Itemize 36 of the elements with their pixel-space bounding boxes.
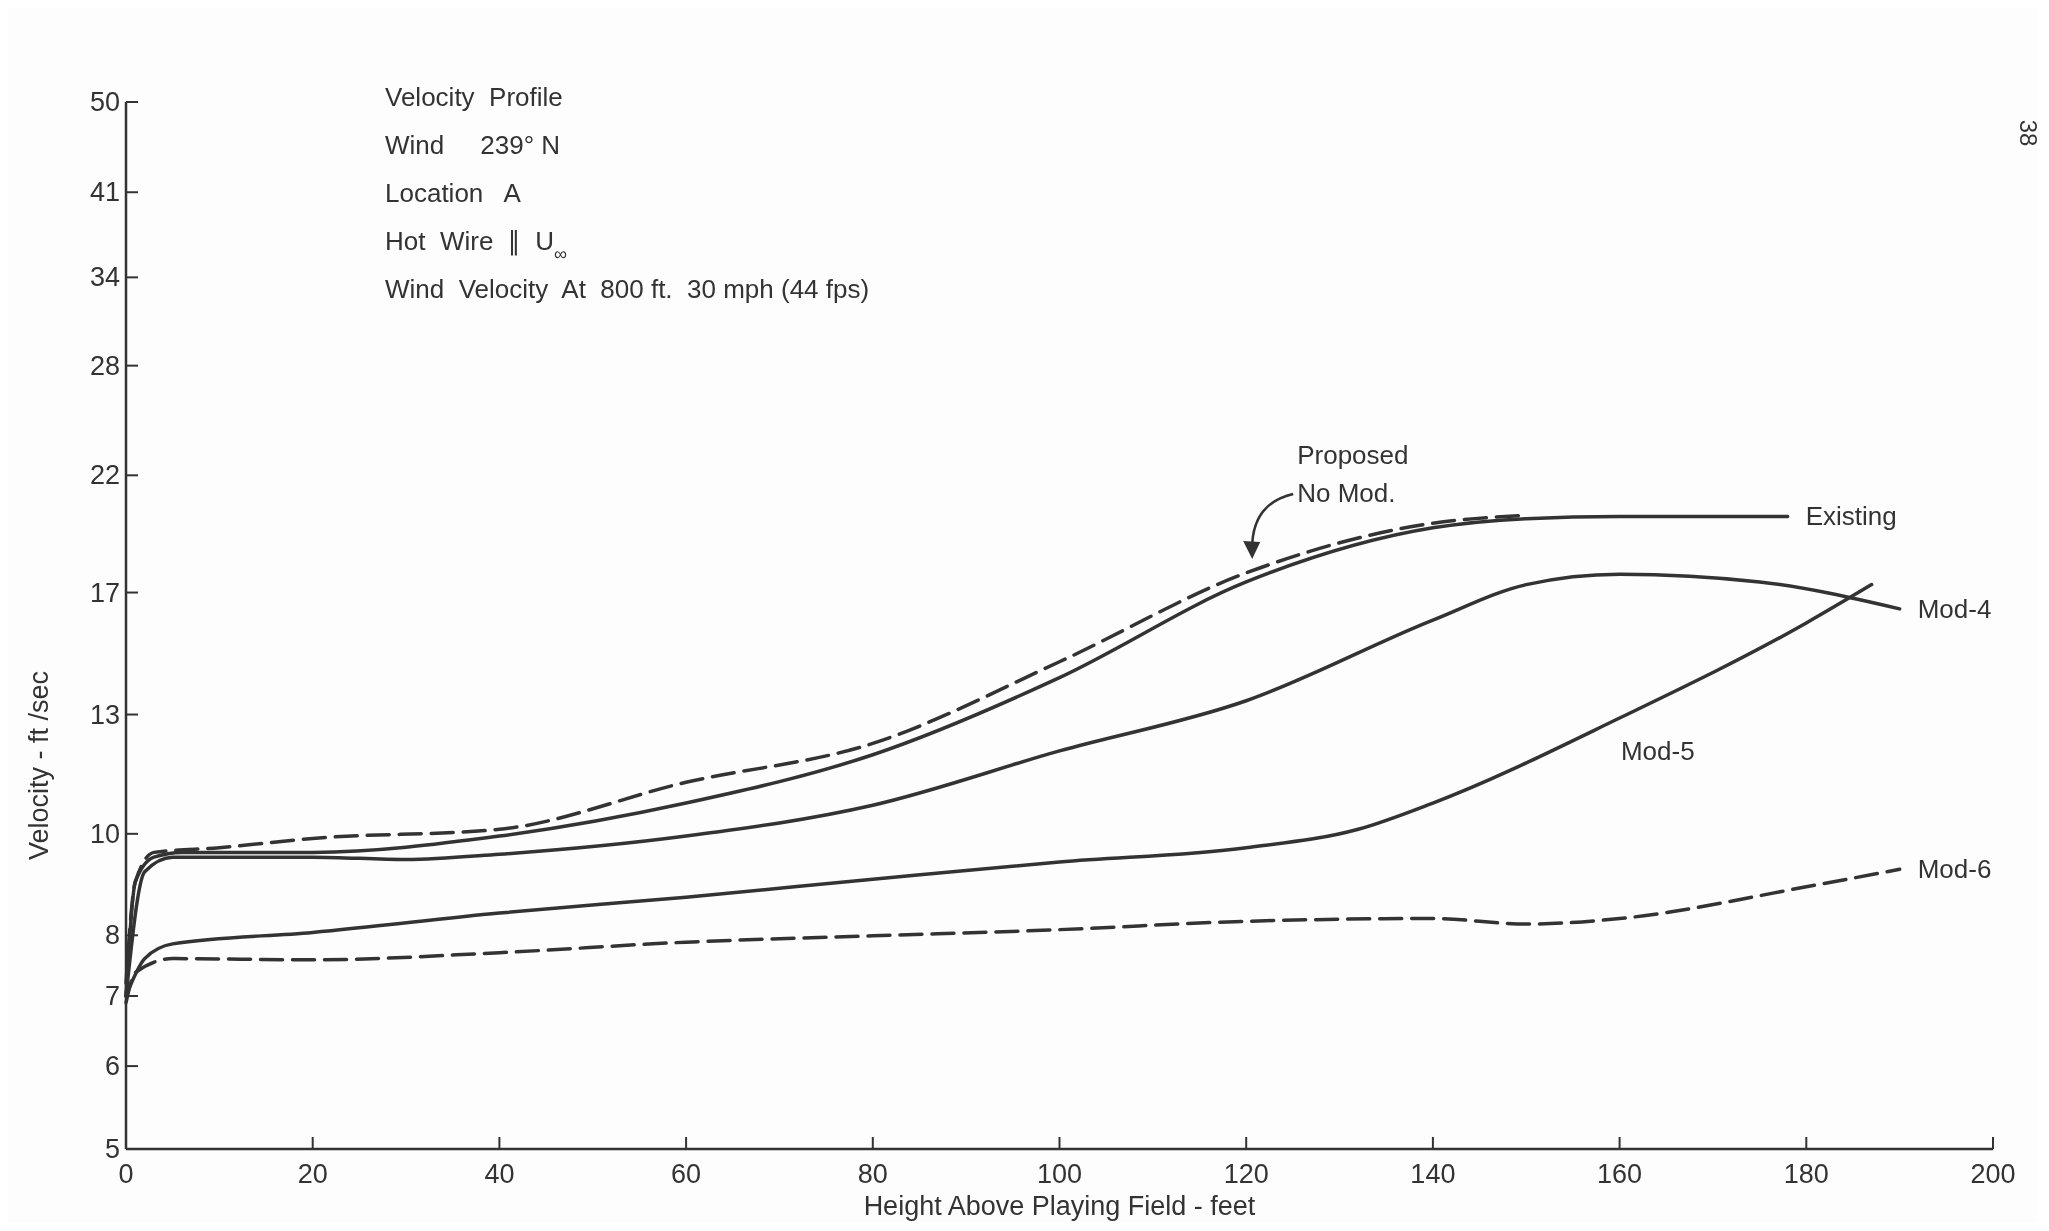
- annotation: Velocity Profile: [385, 82, 563, 112]
- text: 38: [2015, 119, 2042, 147]
- y-tick-label: 50: [89, 87, 120, 117]
- y-axis-title: Velocity - ft /sec: [24, 670, 54, 861]
- x-tick-label: 100: [1036, 1159, 1083, 1189]
- y-tick-label: 28: [89, 350, 120, 381]
- y-tick-label: 6: [104, 1051, 120, 1082]
- y-tick-label: 17: [89, 577, 120, 608]
- series-label: Existing: [1805, 501, 1897, 532]
- annotation: Location A: [385, 178, 522, 208]
- annotation: Hot Wire ∥ U$_{∞}$: [385, 226, 568, 264]
- x-axis-title: Height Above Playing Field - feet: [863, 1191, 1256, 1221]
- series-label: Mod-4: [1917, 593, 1992, 624]
- series-label: Mod-6: [1917, 854, 1992, 885]
- y-tick-label: 22: [89, 460, 120, 491]
- series-label: Proposed No Mod.: [1297, 439, 1409, 508]
- x-tick-label: 80: [857, 1159, 888, 1189]
- x-tick-label: 140: [1410, 1159, 1456, 1189]
- x-tick-label: 120: [1223, 1159, 1269, 1189]
- series-label: Mod-5: [1620, 736, 1695, 767]
- y-tick-label: 41: [89, 177, 120, 208]
- annotation: Wind Velocity At 800 ft. 30 mph (44 fps): [385, 274, 870, 304]
- y-tick-label: 10: [89, 818, 120, 849]
- y-tick-label: 7: [104, 981, 120, 1011]
- x-tick-label: 40: [484, 1159, 515, 1189]
- y-tick-label: 8: [104, 920, 120, 951]
- x-tick-label: 200: [1970, 1159, 2016, 1189]
- x-tick-label: 160: [1597, 1159, 1643, 1189]
- y-tick-label: 13: [89, 699, 120, 730]
- y-tick-label: 5: [104, 1134, 120, 1164]
- x-tick-label: 0: [118, 1159, 134, 1189]
- y-tick-label: 34: [89, 262, 120, 293]
- annotation: Wind 239° N: [385, 130, 561, 160]
- x-tick-label: 20: [297, 1159, 328, 1189]
- x-tick-label: 180: [1783, 1159, 1829, 1189]
- x-tick-label: 60: [671, 1159, 702, 1189]
